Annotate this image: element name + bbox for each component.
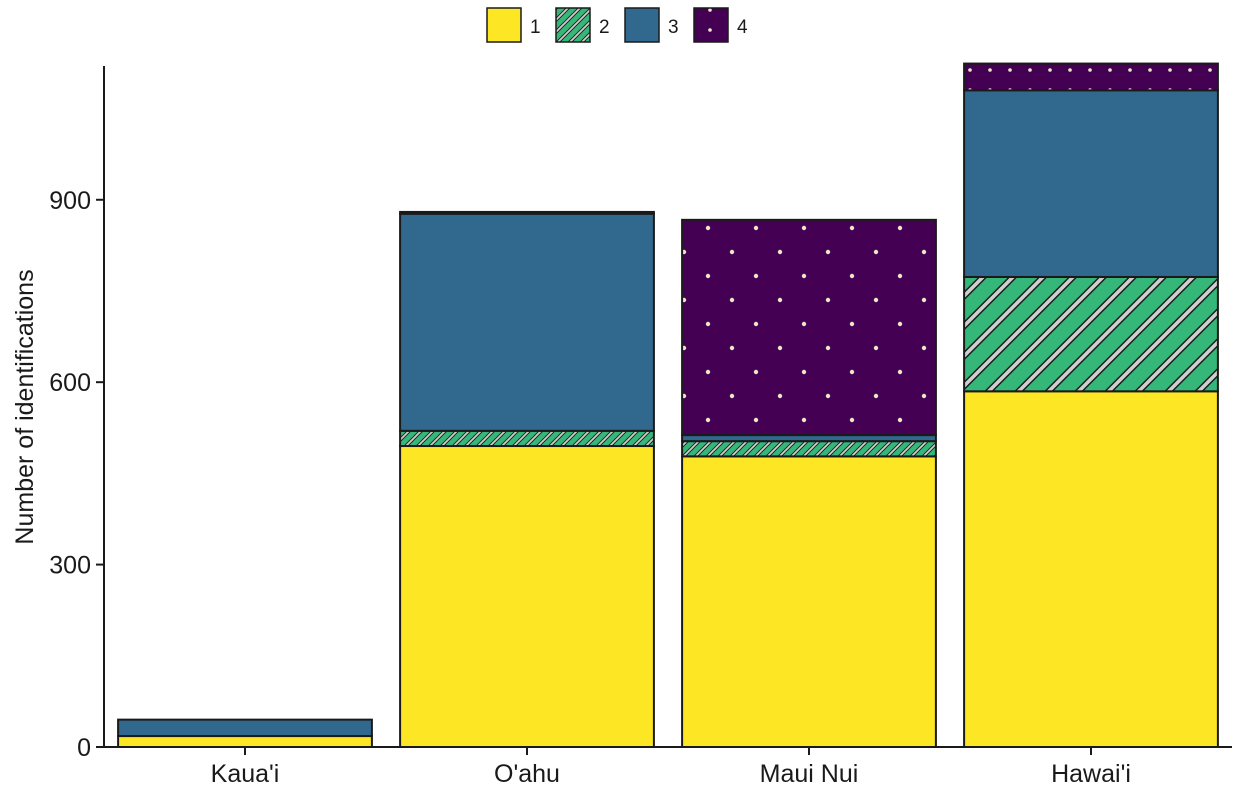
bar-segment <box>399 429 655 448</box>
bar-segment <box>117 735 373 749</box>
legend-item: 4 <box>693 7 748 43</box>
legend-label: 2 <box>599 17 610 38</box>
legend-key <box>486 7 522 43</box>
x-tick-label: O'ahu <box>494 760 560 786</box>
bar-segment <box>963 62 1219 92</box>
legend-label: 3 <box>668 17 679 38</box>
legend-key <box>693 7 729 43</box>
bar-segment <box>963 89 1219 278</box>
bar-segment <box>399 445 655 748</box>
y-axis-title: Number of identifications <box>11 269 39 544</box>
bar-segment <box>963 390 1219 748</box>
bar-segment <box>399 210 655 215</box>
legend-item: 2 <box>555 7 610 43</box>
legend-item: 1 <box>486 7 541 43</box>
bar-segment <box>681 218 937 437</box>
bar-segment <box>117 718 373 738</box>
bar-segment <box>681 455 937 748</box>
bar-segment <box>963 275 1219 393</box>
y-tick-label: 300 <box>49 552 91 580</box>
y-tick-label: 900 <box>49 187 91 215</box>
legend-item: 3 <box>624 7 679 43</box>
y-axis: 0 300 600 900 <box>49 66 105 762</box>
x-tick-label: Kaua'i <box>211 760 280 786</box>
legend-key <box>555 7 591 43</box>
legend-key <box>624 7 660 43</box>
legend-label: 4 <box>737 17 748 38</box>
y-tick-label: 600 <box>49 369 91 397</box>
legend: 1 2 3 4 <box>486 7 748 43</box>
bars <box>117 62 1219 749</box>
bar-segment <box>399 212 655 432</box>
x-axis: Kaua'i O'ahu Maui Nui Hawai'i <box>103 746 1232 786</box>
x-tick-label: Hawai'i <box>1051 760 1131 786</box>
bar-segment <box>681 440 937 458</box>
legend-label: 1 <box>530 17 541 38</box>
y-tick-label: 0 <box>77 734 91 762</box>
x-tick-label: Maui Nui <box>760 760 859 786</box>
